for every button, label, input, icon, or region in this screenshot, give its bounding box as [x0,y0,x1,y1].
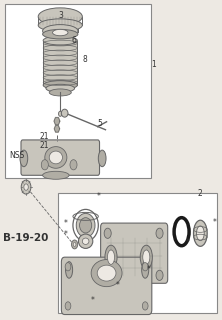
Text: 21: 21 [39,132,49,140]
Ellipse shape [107,250,115,264]
Circle shape [41,160,48,170]
Circle shape [65,302,71,310]
Text: 21: 21 [39,141,49,150]
FancyBboxPatch shape [61,257,152,315]
Circle shape [156,228,163,238]
FancyBboxPatch shape [5,4,151,178]
Ellipse shape [76,213,95,237]
Ellipse shape [43,29,78,39]
FancyBboxPatch shape [43,41,77,85]
Ellipse shape [196,226,204,241]
FancyBboxPatch shape [21,140,99,175]
Circle shape [73,243,76,246]
Text: *: * [63,230,67,239]
Ellipse shape [45,147,67,168]
Text: *: * [91,296,95,305]
Text: 1: 1 [151,60,155,69]
Ellipse shape [38,8,82,25]
Text: 3: 3 [58,11,63,20]
Polygon shape [54,125,59,132]
Circle shape [156,270,163,280]
Ellipse shape [43,25,78,37]
Text: B-19-20: B-19-20 [3,233,48,243]
Ellipse shape [142,262,149,278]
Text: *: * [146,265,150,275]
Ellipse shape [43,81,77,90]
Circle shape [24,184,28,190]
Ellipse shape [65,262,73,278]
Ellipse shape [61,109,68,117]
Ellipse shape [143,250,150,264]
Ellipse shape [82,238,89,244]
Circle shape [71,240,78,249]
Text: *: * [63,219,67,228]
Circle shape [21,180,31,194]
Text: *: * [115,281,119,290]
Ellipse shape [98,150,106,167]
Text: *: * [97,192,101,201]
Ellipse shape [20,150,28,167]
FancyBboxPatch shape [58,194,217,313]
Ellipse shape [53,29,68,36]
Text: 2: 2 [197,189,202,198]
Polygon shape [54,117,60,125]
Ellipse shape [105,245,117,269]
Ellipse shape [46,84,75,92]
Ellipse shape [97,265,116,281]
Circle shape [58,111,62,116]
Ellipse shape [49,89,71,96]
Ellipse shape [49,151,62,164]
Text: 6: 6 [71,36,76,45]
Circle shape [142,263,148,271]
Text: 8: 8 [82,55,87,64]
Circle shape [65,263,71,271]
Circle shape [104,228,111,238]
Ellipse shape [91,260,122,287]
Ellipse shape [79,218,92,233]
Text: 5: 5 [98,119,103,128]
Text: NSS: NSS [10,151,25,160]
Ellipse shape [43,171,69,179]
Ellipse shape [38,19,82,32]
Text: *: * [212,218,216,227]
FancyBboxPatch shape [101,223,168,283]
Circle shape [142,302,148,310]
Circle shape [70,160,77,170]
Text: *: * [186,238,190,247]
Ellipse shape [78,234,93,248]
Circle shape [104,270,111,280]
Ellipse shape [194,220,207,246]
Ellipse shape [43,36,77,45]
Ellipse shape [140,245,152,269]
